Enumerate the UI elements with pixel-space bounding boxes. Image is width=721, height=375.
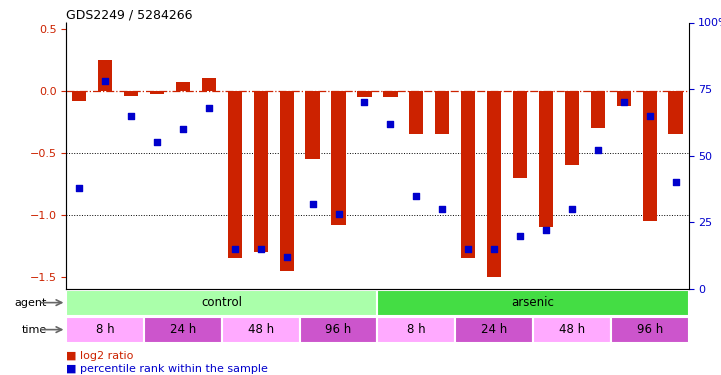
Point <box>540 228 552 234</box>
Bar <box>98 60 112 91</box>
Bar <box>455 316 533 343</box>
Bar <box>435 91 449 134</box>
Text: 24 h: 24 h <box>170 323 196 336</box>
Text: 8 h: 8 h <box>407 323 425 336</box>
Text: ■ log2 ratio: ■ log2 ratio <box>66 351 133 361</box>
Bar <box>513 91 527 177</box>
Point <box>670 180 681 186</box>
Bar <box>642 91 657 221</box>
Bar <box>378 290 689 316</box>
Point <box>618 99 629 105</box>
Point <box>462 246 474 252</box>
Bar <box>384 91 397 97</box>
Bar <box>306 91 319 159</box>
Point <box>229 246 241 252</box>
Bar <box>300 316 378 343</box>
Point <box>644 113 655 119</box>
Bar <box>66 316 144 343</box>
Bar <box>254 91 268 252</box>
Point <box>566 206 578 212</box>
Bar <box>202 78 216 91</box>
Point <box>99 78 111 84</box>
Bar <box>533 316 611 343</box>
Bar <box>668 91 683 134</box>
Point <box>151 140 163 146</box>
Text: 96 h: 96 h <box>637 323 663 336</box>
Point <box>74 185 85 191</box>
Bar <box>410 91 423 134</box>
Text: time: time <box>22 325 47 334</box>
Bar <box>378 316 455 343</box>
Text: arsenic: arsenic <box>512 296 554 309</box>
Point <box>125 113 137 119</box>
Text: GDS2249 / 5284266: GDS2249 / 5284266 <box>66 8 193 21</box>
Bar <box>611 316 689 343</box>
Point <box>307 201 319 207</box>
Bar <box>616 91 631 106</box>
Bar <box>228 91 242 258</box>
Bar <box>358 91 371 97</box>
Text: 48 h: 48 h <box>559 323 585 336</box>
Point <box>514 233 526 239</box>
Bar <box>461 91 475 258</box>
Bar <box>539 91 553 227</box>
Point <box>436 206 448 212</box>
Bar <box>487 91 501 277</box>
Bar <box>72 91 87 101</box>
Point <box>592 147 603 153</box>
Point <box>359 99 371 105</box>
Text: 48 h: 48 h <box>248 323 274 336</box>
Point <box>384 121 396 127</box>
Point <box>177 126 189 132</box>
Text: 96 h: 96 h <box>325 323 352 336</box>
Bar <box>124 91 138 96</box>
Text: 24 h: 24 h <box>481 323 508 336</box>
Point <box>333 211 345 217</box>
Bar <box>222 316 300 343</box>
Text: ■ percentile rank within the sample: ■ percentile rank within the sample <box>66 364 268 374</box>
Bar <box>280 91 294 270</box>
Bar <box>66 290 378 316</box>
Point <box>410 193 422 199</box>
Text: agent: agent <box>14 298 47 307</box>
Point <box>255 246 267 252</box>
Point <box>203 105 215 111</box>
Bar <box>144 316 222 343</box>
Bar <box>176 82 190 91</box>
Bar <box>332 91 345 225</box>
Bar <box>565 91 579 165</box>
Bar <box>150 91 164 94</box>
Text: control: control <box>201 296 242 309</box>
Bar <box>590 91 605 128</box>
Text: 8 h: 8 h <box>96 323 115 336</box>
Point <box>281 254 293 260</box>
Point <box>488 246 500 252</box>
